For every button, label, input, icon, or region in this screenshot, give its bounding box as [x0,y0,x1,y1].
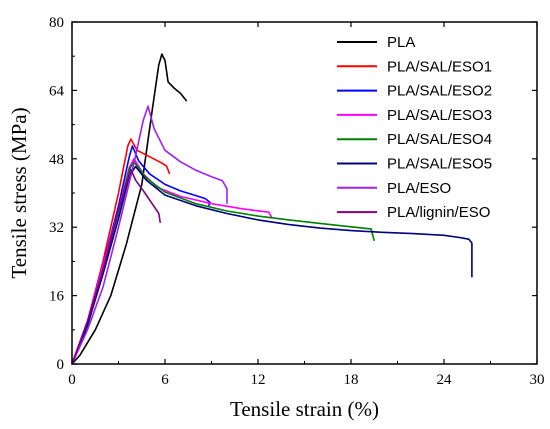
x-tick-label: 18 [344,372,359,388]
legend-label-4: PLA/SAL/ESO4 [387,131,492,148]
y-tick-label: 16 [49,289,65,305]
x-tick-label: 24 [437,372,453,388]
series-line-6 [71,105,228,365]
y-tick-label: 80 [49,15,64,31]
legend-label-2: PLA/SAL/ESO2 [387,83,492,100]
legend-label-3: PLA/SAL/ESO3 [387,107,492,124]
x-axis-label: Tensile strain (%) [230,397,379,421]
y-tick-label: 0 [57,357,65,373]
legend-label-6: PLA/ESO [387,180,451,197]
x-tick-label: 0 [68,372,76,388]
x-tick-label: 12 [251,372,266,388]
y-tick-label: 32 [49,220,64,236]
series-line-2 [71,145,211,365]
axis-layer: 0 6 12 18 24 30 0 16 32 48 64 80 [49,15,545,388]
legend: PLA PLA/SAL/ESO1 PLA/SAL/ESO2 PLA/SAL/ESO3 P… [337,34,492,221]
series-line-5 [71,165,473,365]
x-tick-label: 6 [161,372,169,388]
legend-label-0: PLA [387,34,415,51]
y-axis-label: Tensile stress (MPa) [7,107,31,278]
x-tick-label: 30 [530,372,545,388]
series-layer [71,53,473,365]
series-line-3 [71,158,273,365]
series-line-0 [71,53,188,365]
series-line-7 [71,168,162,365]
legend-label-5: PLA/SAL/ESO5 [387,156,492,173]
legend-label-1: PLA/SAL/ESO1 [387,58,492,75]
y-tick-label: 48 [49,152,64,168]
series-line-4 [71,161,376,365]
legend-label-7: PLA/lignin/ESO [387,204,490,221]
y-tick-label: 64 [49,83,65,99]
